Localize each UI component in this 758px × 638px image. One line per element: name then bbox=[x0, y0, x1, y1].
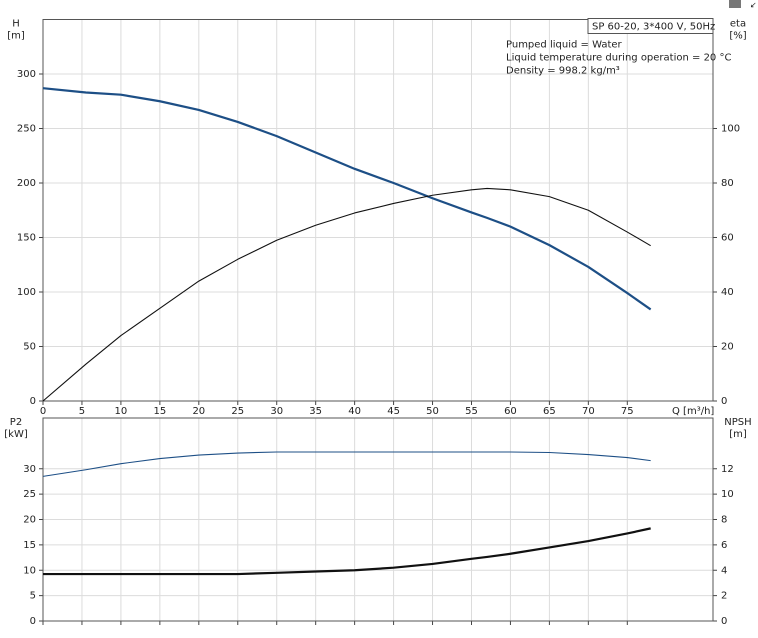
y2-tick-label: 60 bbox=[721, 233, 734, 244]
x-tick-label: 15 bbox=[153, 406, 166, 417]
x-tick-label: 35 bbox=[309, 406, 322, 417]
y2-tick-label: 12 bbox=[721, 464, 734, 475]
y-tick-label: 50 bbox=[23, 342, 36, 353]
y2-tick-label: 40 bbox=[721, 287, 734, 298]
y2-tick-label: 0 bbox=[721, 396, 727, 407]
x-tick-label: 45 bbox=[387, 406, 400, 417]
y-tick-label: 20 bbox=[23, 515, 36, 526]
y2-tick-label: 4 bbox=[721, 565, 727, 576]
x-tick-label: 60 bbox=[504, 406, 517, 417]
y-tick-label: 5 bbox=[30, 591, 36, 602]
y-tick-label: 10 bbox=[23, 565, 36, 576]
y2-tick-label: 10 bbox=[721, 489, 734, 500]
x-tick-label: 10 bbox=[115, 406, 128, 417]
y-tick-label: 0 bbox=[30, 396, 36, 407]
y2-axis-unit: [%] bbox=[729, 31, 746, 42]
y-tick-label: 25 bbox=[23, 489, 36, 500]
y-axis-unit: [kW] bbox=[4, 429, 28, 440]
y2-axis-unit: [m] bbox=[729, 429, 747, 440]
x-tick-label: 50 bbox=[426, 406, 439, 417]
x-tick-label: 25 bbox=[231, 406, 244, 417]
note: Liquid temperature during operation = 20… bbox=[506, 53, 731, 64]
y-tick-label: 250 bbox=[17, 124, 36, 135]
y2-tick-label: 8 bbox=[721, 515, 727, 526]
y-tick-label: 150 bbox=[17, 233, 36, 244]
y2-tick-label: 6 bbox=[721, 540, 727, 551]
x-tick-label: 40 bbox=[348, 406, 361, 417]
x-tick-label: 20 bbox=[192, 406, 205, 417]
x-tick-label: 5 bbox=[79, 406, 85, 417]
curve bbox=[42, 187, 651, 402]
y-tick-label: 30 bbox=[23, 464, 36, 475]
y-tick-label: 0 bbox=[30, 616, 36, 627]
x-axis-label: Q [m³/h] bbox=[672, 406, 714, 417]
y2-tick-label: 20 bbox=[721, 342, 734, 353]
x-tick-label: 75 bbox=[621, 406, 634, 417]
curve bbox=[43, 527, 651, 576]
y2-tick-label: 2 bbox=[721, 591, 727, 602]
curve bbox=[42, 451, 651, 477]
note: Pumped liquid = Water bbox=[506, 40, 623, 51]
x-tick-label: 65 bbox=[543, 406, 556, 417]
y-tick-label: 15 bbox=[23, 540, 36, 551]
curve bbox=[42, 87, 652, 311]
y-axis-unit: [m] bbox=[7, 31, 25, 42]
y-tick-label: 100 bbox=[17, 287, 36, 298]
y2-tick-label: 100 bbox=[721, 124, 740, 135]
plot-frame bbox=[42, 417, 714, 622]
x-tick-label: 70 bbox=[582, 406, 595, 417]
y-tick-label: 200 bbox=[17, 178, 36, 189]
x-tick-label: 0 bbox=[40, 406, 46, 417]
y2-tick-label: 80 bbox=[721, 178, 734, 189]
y2-axis-label: NPSH bbox=[724, 417, 751, 428]
plot-frame bbox=[42, 19, 714, 402]
icon bbox=[729, 0, 741, 8]
x-tick-label: 55 bbox=[465, 406, 478, 417]
y-axis-label: P2 bbox=[10, 417, 22, 428]
icon-arrow: ↙ bbox=[750, 1, 757, 10]
y2-tick-label: 0 bbox=[721, 616, 727, 627]
y-tick-label: 300 bbox=[17, 69, 36, 80]
y-axis-label: H bbox=[12, 19, 20, 30]
y2-axis-label: eta bbox=[730, 19, 746, 30]
info-box bbox=[587, 18, 714, 34]
info-box-text: SP 60-20, 3*400 V, 50Hz bbox=[592, 22, 715, 33]
note: Density = 998.2 kg/m³ bbox=[506, 66, 620, 77]
x-tick-label: 30 bbox=[270, 406, 283, 417]
